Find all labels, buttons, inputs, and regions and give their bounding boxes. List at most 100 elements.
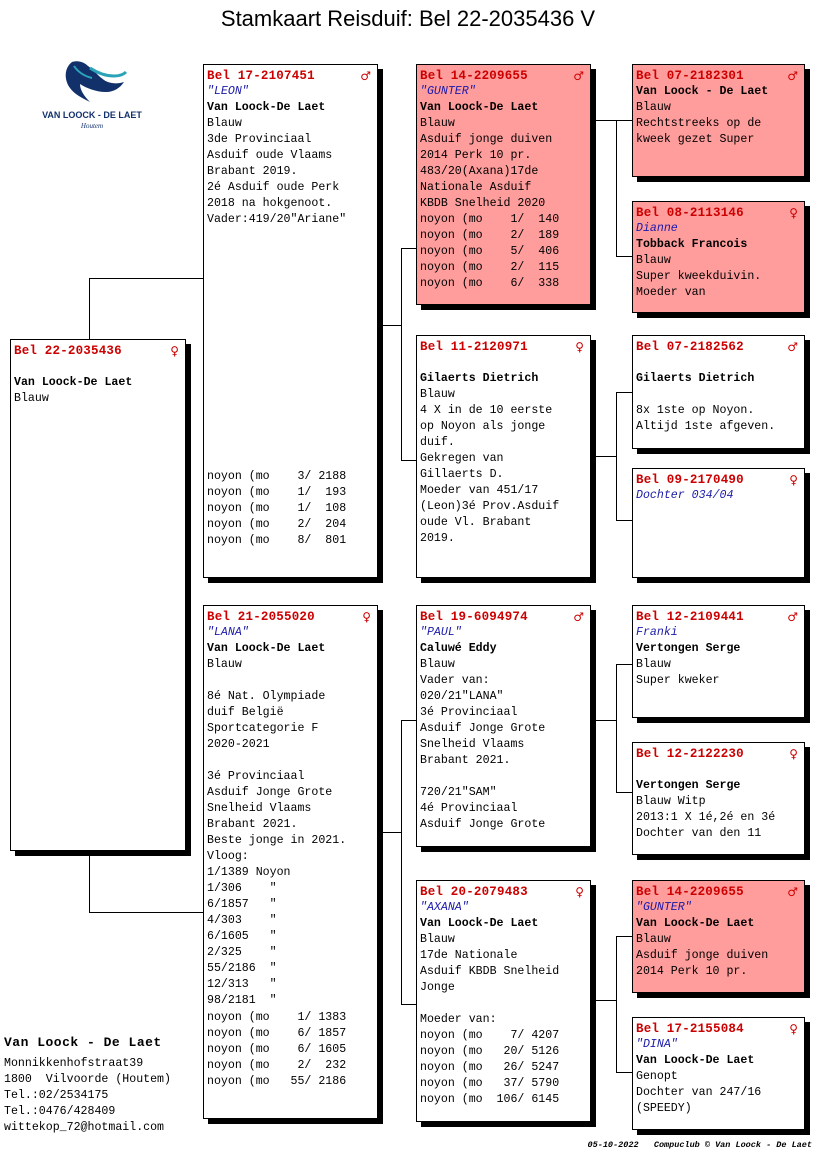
connector	[616, 120, 632, 121]
info-line: Super kweker	[636, 674, 720, 687]
pedigree-card-dam-sire[interactable]: Bel 19-6094974 ♂ "PAUL" Caluwé Eddy Blauw Vad…	[416, 605, 591, 847]
info-line: Dochter van 247/16	[636, 1086, 762, 1099]
pedigree-card-ddd[interactable]: Bel 17-2155084 ♀ "DINA" Van Loock-De Laet Ge…	[632, 1017, 805, 1130]
ring-number: Bel 07-2182301	[636, 69, 744, 83]
info-line: noyon (mo 5/ 406	[420, 245, 560, 258]
connector	[401, 460, 417, 461]
owner-name: Tobback Francois	[636, 238, 748, 251]
race-result: noyon (mo 6/ 1605	[207, 1043, 347, 1056]
info-line: Rechtstreeks op de	[636, 117, 762, 130]
pigeon-nickname: Franki	[636, 626, 678, 639]
connector	[616, 392, 617, 520]
info-line: 720/21"SAM"	[420, 786, 497, 799]
info-line: 6/1605 "	[207, 930, 277, 943]
info-line: Blauw	[420, 388, 455, 401]
info-line: Moeder van:	[420, 1013, 497, 1026]
card-header: Bel 08-2113146 ♀	[636, 205, 800, 221]
pedigree-card-sdd[interactable]: Bel 09-2170490 ♀ Dochter 034/04	[632, 468, 805, 578]
spacer	[14, 359, 181, 375]
info-line: 2014 Perk 10 pr.	[420, 149, 532, 162]
info-line	[207, 673, 373, 689]
info-line: Blauw	[420, 117, 455, 130]
info-line: KBDB Snelheid 2020	[420, 197, 546, 210]
male-icon: ♂	[787, 69, 798, 83]
info-line: noyon (mo 106/ 6145	[420, 1093, 560, 1106]
contact-block: Van Loock - De Laet Monnikkenhofstraat39…	[4, 1034, 171, 1136]
info-line: Asduif jonge duiven	[636, 949, 769, 962]
ring-number: Bel 17-2155084	[636, 1022, 744, 1036]
contact-line: Tel.:02/2534175	[4, 1089, 109, 1102]
info-line: Altijd 1ste afgeven.	[636, 420, 776, 433]
pedigree-card-sire-dam[interactable]: Bel 11-2120971 ♀ Gilaerts Dietrich Blauw 4 X…	[416, 335, 591, 578]
male-icon: ♂	[787, 885, 798, 899]
info-line: 2013:1 X 1é,2é en 3é	[636, 811, 776, 824]
race-result: noyon (mo 55/ 2186	[207, 1075, 347, 1088]
owner-name: Van Loock-De Laet	[636, 917, 755, 930]
card-header: Bel 07-2182301 ♂	[636, 68, 800, 84]
info-line: 1/306 "	[207, 882, 277, 895]
connector	[616, 1072, 632, 1073]
footer-credit: Compuclub © Van Loock - De Laet	[653, 1140, 812, 1150]
logo-name: VAN LOOCK - DE LAET	[42, 110, 142, 120]
pedigree-card-sire-sire[interactable]: Bel 14-2209655 ♂ "GUNTER" Van Loock-De Laet…	[416, 64, 591, 305]
pedigree-card-sss[interactable]: Bel 07-2182301 ♂ Van Loock - De Laet Blauw R…	[632, 64, 805, 177]
ring-number: Bel 07-2182562	[636, 340, 744, 354]
pedigree-card-dam-dam[interactable]: Bel 20-2079483 ♀ "AXANA" Van Loock-De Laet B…	[416, 880, 591, 1122]
male-icon: ♂	[787, 610, 798, 624]
pedigree-card-sds[interactable]: Bel 07-2182562 ♂ Gilaerts Dietrich 8x 1ste …	[632, 335, 805, 449]
pigeon-nickname: "AXANA"	[420, 901, 469, 914]
info-line: duif.	[420, 436, 455, 449]
female-icon: ♀	[362, 610, 371, 624]
info-line: Vader:419/20"Ariane"	[207, 213, 347, 226]
connector	[596, 120, 616, 121]
race-result: noyon (mo 1/ 108	[207, 502, 347, 515]
contact-line: Monnikkenhofstraat39	[4, 1057, 144, 1070]
connector	[616, 792, 632, 793]
info-line: Blauw	[636, 101, 671, 114]
pigeon-nickname	[420, 355, 586, 371]
info-line: Moeder van	[636, 286, 706, 299]
info-line: 2014 Perk 10 pr.	[636, 965, 748, 978]
info-line: 020/21"LANA"	[420, 690, 504, 703]
info-line: (SPEEDY)	[636, 1102, 692, 1115]
card-header: Bel 14-2209655 ♂	[420, 68, 586, 84]
male-icon: ♂	[573, 610, 584, 624]
info-line: Vader van:	[420, 674, 490, 687]
info-line: Sportcategorie F	[207, 722, 319, 735]
info-line: Dochter van den 11	[636, 827, 762, 840]
owner-name: Van Loock-De Laet	[420, 101, 539, 114]
info-line: 3é Provinciaal	[207, 770, 305, 783]
connector	[616, 256, 632, 257]
owner-name: Gilaerts Dietrich	[420, 372, 539, 385]
connector	[382, 832, 402, 833]
female-icon: ♀	[170, 344, 179, 358]
info-line: Blauw	[636, 933, 671, 946]
pedigree-card-subject[interactable]: Bel 22-2035436 ♀ Van Loock-De Laet Blauw	[10, 339, 186, 851]
connector	[616, 520, 632, 521]
info-line: (Leon)3é Prov.Asduif	[420, 500, 560, 513]
info-line: 4é Provinciaal	[420, 802, 518, 815]
pedigree-card-sire[interactable]: Bel 17-2107451 ♂ "LEON" Van Loock-De Laet Bl…	[203, 64, 378, 578]
info-line: 6/1857 "	[207, 898, 277, 911]
ring-number: Bel 14-2209655	[636, 885, 744, 899]
pedigree-card-dsd[interactable]: Bel 12-2122230 ♀ Vertongen Serge Blauw Witp…	[632, 742, 805, 855]
connector	[596, 720, 616, 721]
info-line	[420, 996, 586, 1012]
contact-line: Tel.:0476/428409	[4, 1105, 116, 1118]
info-line: Asduif Jonge Grote	[207, 786, 333, 799]
pedigree-card-ssd[interactable]: Bel 08-2113146 ♀ Dianne Tobback Francois Bla…	[632, 201, 805, 313]
info-line: oude Vl. Brabant	[420, 516, 532, 529]
race-result: noyon (mo 2/ 232	[207, 1059, 347, 1072]
pedigree-card-dss[interactable]: Bel 12-2109441 ♂ Franki Vertongen Serge Blau…	[632, 605, 805, 718]
owner-name: Vertongen Serge	[636, 642, 741, 655]
results-block: noyon (mo 3/ 2188 noyon (mo 1/ 193 noyon (…	[207, 469, 346, 549]
connector	[401, 248, 402, 460]
race-result: noyon (mo 8/ 801	[207, 534, 347, 547]
connector	[401, 1004, 417, 1005]
info-line: 4/303 "	[207, 914, 277, 927]
pigeon-nickname: "LANA"	[207, 626, 249, 639]
pedigree-card-dam[interactable]: Bel 21-2055020 ♀ "LANA" Van Loock-De Laet Bl…	[203, 605, 378, 1119]
connector	[89, 278, 90, 340]
pedigree-card-dds[interactable]: Bel 14-2209655 ♂ "GUNTER" Van Loock-De Laet…	[632, 880, 805, 993]
info-line: kweek gezet Super	[636, 133, 755, 146]
